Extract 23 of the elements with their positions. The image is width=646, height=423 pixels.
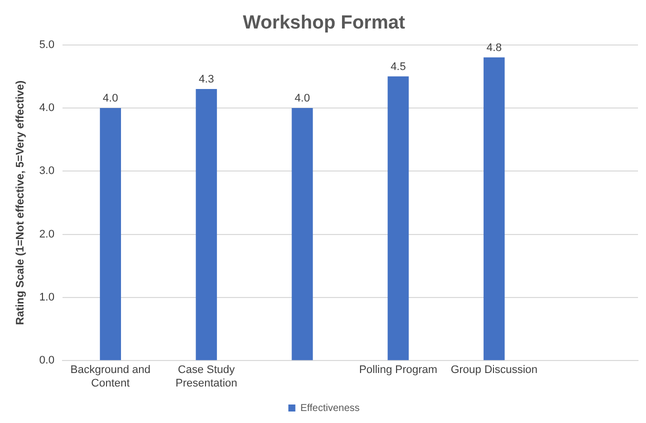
x-tick-label: Case Study Presentation: [175, 364, 238, 390]
data-label: 4.8: [486, 42, 502, 54]
bar: [100, 108, 121, 360]
bar: [388, 76, 409, 360]
x-tick-label: Polling Program: [359, 364, 438, 376]
y-tick-label: 5.0: [39, 38, 54, 51]
y-tick-label: 3.0: [39, 165, 54, 178]
y-tick-label: 1.0: [39, 291, 54, 304]
data-label: 4.5: [390, 60, 406, 73]
data-label: 4.3: [198, 74, 214, 86]
data-label: 4.0: [102, 92, 118, 104]
y-axis-title: Rating Scale (1=Not effective, 5=Very effective): [14, 80, 27, 325]
bar: [196, 89, 217, 360]
x-tick-label: Background and Content: [70, 364, 151, 390]
y-tick-label: 4.0: [39, 102, 54, 114]
x-tick-label: Group Discussion: [450, 364, 538, 376]
bar: [292, 108, 313, 360]
data-label: 4.0: [294, 92, 310, 104]
legend-label: Effectiveness: [300, 402, 360, 414]
bar: [484, 57, 505, 360]
chart-title: Workshop Format: [242, 12, 406, 34]
y-tick-label: 0.0: [39, 354, 54, 367]
y-tick-label: 2.0: [39, 228, 54, 240]
